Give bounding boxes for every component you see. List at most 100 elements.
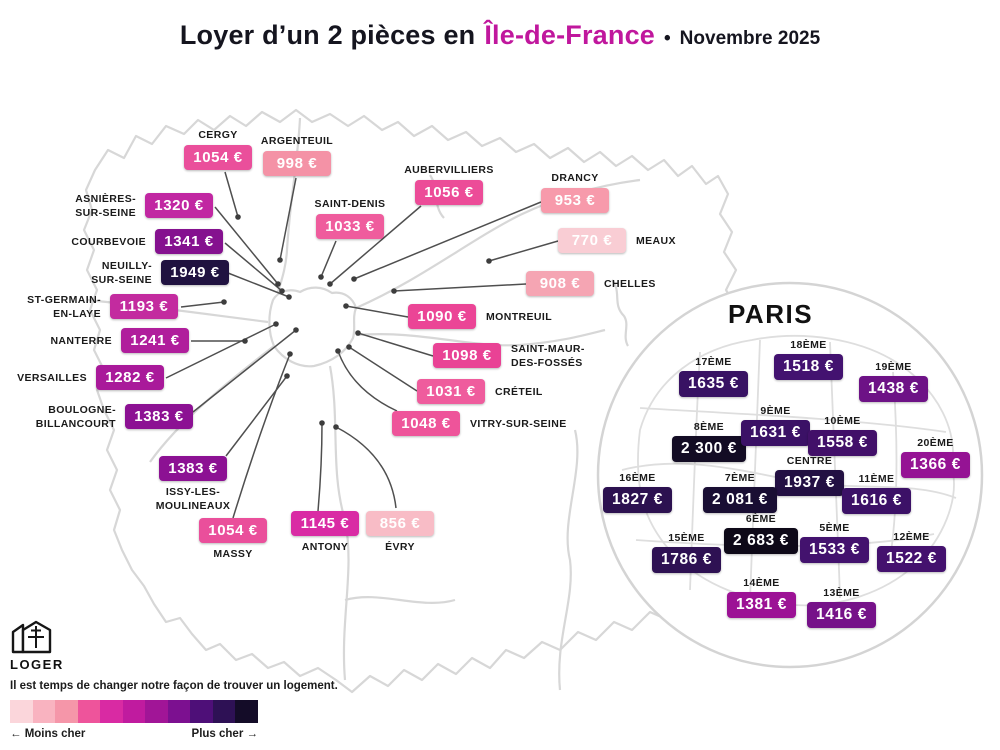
city-vitry-sur-seine: VITRY-SUR-SEINE 1048 € bbox=[392, 411, 566, 436]
price-badge: 2 300 € bbox=[672, 436, 746, 462]
price-badge: 1518 € bbox=[774, 354, 844, 380]
city-name: ANTONY bbox=[301, 541, 349, 553]
price-badge: 2 683 € bbox=[724, 528, 798, 554]
district-20eme: 20ÈME 1366 € bbox=[901, 437, 971, 478]
city-name: CRÉTEIL bbox=[495, 385, 543, 398]
city-name: MEAUX bbox=[636, 234, 676, 247]
district-name: 18ÈME bbox=[790, 338, 827, 351]
price-badge: 1438 € bbox=[859, 376, 929, 402]
city-issy-les-moulineaux: ISSY-LES- MOULINEAUX 1383 € bbox=[156, 456, 230, 512]
district-name: 16ÈME bbox=[619, 471, 656, 484]
price-color-scale bbox=[10, 700, 259, 723]
district-11eme: 11ÈME 1616 € bbox=[842, 473, 912, 514]
district-10eme: 10ÈME 1558 € bbox=[808, 415, 878, 456]
district-9eme: 9ÈME 1631 € bbox=[741, 405, 811, 446]
district-name: 5ÈME bbox=[819, 521, 850, 534]
city-name: SAINT-MAUR- DES-FOSSÉS bbox=[511, 342, 585, 369]
price-badge: 1031 € bbox=[417, 379, 485, 404]
district-17eme: 17ÈME 1635 € bbox=[679, 356, 749, 397]
city-name: VERSAILLES bbox=[17, 371, 87, 384]
title-bullet: • bbox=[664, 28, 671, 49]
price-badge: 1949 € bbox=[161, 260, 229, 285]
price-badge: 1616 € bbox=[842, 488, 912, 514]
price-badge: 1631 € bbox=[741, 420, 811, 446]
scale-swatch bbox=[167, 700, 191, 723]
city-name: ÉVRY bbox=[385, 541, 415, 553]
district-name: 20ÈME bbox=[917, 436, 954, 449]
price-badge: 953 € bbox=[541, 188, 609, 213]
city-name: VITRY-SUR-SEINE bbox=[470, 417, 567, 430]
city-chelles: CHELLES 908 € bbox=[526, 271, 655, 296]
district-12eme: 12ÈME 1522 € bbox=[877, 531, 947, 572]
price-badge: 1937 € bbox=[775, 470, 845, 496]
city-massy: MASSY 1054 € bbox=[199, 518, 267, 560]
title-prefix: Loyer d’un 2 pièces en bbox=[179, 20, 476, 50]
price-badge: 1320 € bbox=[145, 193, 213, 218]
district-18eme: 18ÈME 1518 € bbox=[774, 339, 844, 380]
price-badge: 1056 € bbox=[415, 180, 483, 205]
scale-swatch bbox=[235, 700, 259, 723]
scale-swatch bbox=[77, 700, 101, 723]
price-badge: 1054 € bbox=[199, 518, 267, 543]
city-name: MONTREUIL bbox=[486, 310, 553, 323]
price-badge: 908 € bbox=[526, 271, 594, 296]
city-boulogne-billancourt: BOULOGNE- BILLANCOURT 1383 € bbox=[36, 403, 193, 430]
district-6eme: 6ÈME 2 683 € bbox=[724, 513, 798, 554]
city-saint-denis: SAINT-DENIS 1033 € bbox=[315, 198, 385, 239]
price-badge: 1522 € bbox=[877, 546, 947, 572]
price-badge: 1341 € bbox=[155, 229, 223, 254]
district-name: 17ÈME bbox=[695, 355, 732, 368]
city-name: AUBERVILLIERS bbox=[404, 163, 494, 176]
scale-swatch bbox=[10, 700, 33, 723]
price-badge: 1282 € bbox=[96, 365, 164, 390]
district-name: 12ÈME bbox=[893, 530, 930, 543]
price-badge: 1193 € bbox=[110, 294, 178, 319]
district-13eme: 13ÈME 1416 € bbox=[807, 587, 877, 628]
city-antony: ANTONY 1145 € bbox=[291, 511, 359, 553]
district-19eme: 19ÈME 1438 € bbox=[859, 361, 929, 402]
price-badge: 1416 € bbox=[807, 602, 877, 628]
district-5eme: 5ÈME 1533 € bbox=[800, 522, 870, 563]
price-badge: 1033 € bbox=[316, 214, 384, 239]
scale-swatch bbox=[212, 700, 236, 723]
price-badge: 1558 € bbox=[808, 430, 878, 456]
city-saint-maur-des-fosses: SAINT-MAUR- DES-FOSSÉS 1098 € bbox=[433, 342, 584, 369]
city-asnieres-sur-seine: ASNIÈRES- SUR-SEINE 1320 € bbox=[75, 192, 213, 219]
district-7eme: 7ÈME 2 081 € bbox=[703, 472, 777, 513]
city-drancy: DRANCY 953 € bbox=[541, 172, 609, 213]
city-name: COURBEVOIE bbox=[71, 235, 146, 248]
district-name: 14ÈME bbox=[743, 576, 780, 589]
city-name: ST-GERMAIN- EN-LAYE bbox=[27, 293, 101, 320]
city-name: MASSY bbox=[213, 548, 253, 560]
city-creteil: CRÉTEIL 1031 € bbox=[417, 379, 542, 404]
price-badge: 1635 € bbox=[679, 371, 749, 397]
scale-swatch bbox=[145, 700, 168, 723]
city-evry: ÉVRY 856 € bbox=[366, 511, 434, 553]
brand-name: LOGER bbox=[10, 657, 64, 672]
page-title: Loyer d’un 2 pièces en Île-de-France • N… bbox=[0, 20, 1000, 51]
price-badge: 2 081 € bbox=[703, 487, 777, 513]
price-badge: 1241 € bbox=[121, 328, 189, 353]
scale-swatch bbox=[55, 700, 78, 723]
scale-swatch bbox=[190, 700, 213, 723]
scale-swatch bbox=[122, 700, 146, 723]
footer: LOGER Il est temps de changer notre faço… bbox=[10, 620, 338, 740]
scale-labels: ← Moins cher Plus cher → bbox=[10, 728, 258, 740]
district-name: CENTRE bbox=[786, 454, 833, 467]
district-name: 13ÈME bbox=[823, 586, 860, 599]
district-name: 19ÈME bbox=[875, 360, 912, 373]
price-badge: 1383 € bbox=[159, 456, 227, 481]
city-name: NEUILLY- SUR-SEINE bbox=[91, 259, 152, 286]
city-argenteuil: ARGENTEUIL 998 € bbox=[261, 135, 333, 176]
district-15eme: 15ÈME 1786 € bbox=[652, 532, 722, 573]
price-badge: 1090 € bbox=[408, 304, 476, 329]
title-region-highlight: Île-de-France bbox=[484, 20, 656, 50]
price-badge: 1145 € bbox=[291, 511, 359, 536]
price-badge: 1533 € bbox=[800, 537, 870, 563]
district-name: 8ÈME bbox=[693, 420, 725, 433]
price-badge: 1827 € bbox=[603, 487, 673, 513]
paris-inset-title: PARIS bbox=[728, 299, 814, 329]
city-aubervilliers: AUBERVILLIERS 1056 € bbox=[404, 164, 493, 205]
title-date: Novembre 2025 bbox=[679, 28, 821, 49]
